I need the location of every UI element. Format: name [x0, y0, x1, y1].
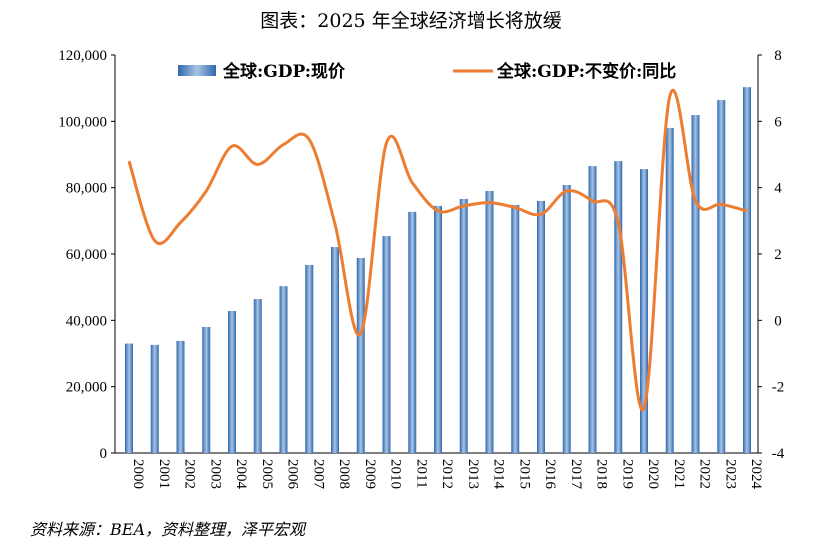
- bar-2012: [434, 205, 442, 453]
- x-tick-label: 2017: [568, 459, 584, 490]
- bar-2000: [125, 343, 133, 453]
- left-tick-label: 100,000: [58, 114, 107, 130]
- right-tick-label: 4: [774, 181, 782, 197]
- x-tick-label: 2013: [465, 459, 481, 489]
- x-tick-label: 2021: [671, 459, 687, 489]
- x-tick-label: 2001: [156, 459, 172, 489]
- growth-line: [127, 88, 748, 412]
- bar-2018: [588, 166, 597, 453]
- bar-2015: [511, 204, 520, 453]
- bar-2005: [253, 299, 262, 453]
- bar-2007: [305, 264, 314, 453]
- right-tick-label: 0: [774, 313, 782, 329]
- left-tick-label: 60,000: [66, 247, 107, 263]
- right-tick-label: 8: [774, 48, 782, 64]
- left-tick-label: 20,000: [66, 380, 107, 396]
- right-tick-label: 2: [774, 247, 782, 263]
- x-tick-label: 2003: [207, 459, 223, 489]
- bar-2008: [331, 247, 339, 453]
- bar-2016: [537, 200, 545, 453]
- bar-2006: [279, 286, 288, 453]
- source-note: 资料来源：BEA，资料整理，泽平宏观: [30, 520, 305, 539]
- bar-2022: [691, 115, 700, 453]
- x-tick-label: 2018: [594, 459, 610, 489]
- bar-2023: [717, 100, 726, 454]
- bar-2013: [459, 198, 468, 453]
- bar-2019: [614, 161, 623, 453]
- x-tick-label: 2020: [645, 459, 661, 489]
- x-tick-label: 2015: [516, 459, 532, 489]
- legend-bar-label: 全球:GDP:现价: [222, 61, 346, 82]
- x-tick-label: 2014: [491, 459, 507, 490]
- left-tick-label: 0: [100, 446, 108, 462]
- x-tick-label: 2002: [182, 459, 198, 489]
- chart-title: 图表：2025 年全球经济增长将放缓: [260, 10, 562, 32]
- bar-2003: [202, 326, 211, 453]
- bar-2002: [176, 340, 185, 453]
- x-tick-label: 2023: [722, 459, 738, 489]
- x-tick-label: 2007: [310, 459, 326, 490]
- x-tick-label: 2022: [697, 459, 713, 489]
- legend-bar-swatch: [178, 65, 216, 76]
- bar-2011: [408, 211, 417, 453]
- bar-2014: [485, 190, 494, 453]
- x-tick-label: 2000: [130, 459, 146, 489]
- x-tick-label: 2008: [336, 459, 352, 489]
- left-tick-label: 40,000: [66, 313, 107, 329]
- left-tick-label: 80,000: [66, 181, 107, 197]
- legend-line-label: 全球:GDP:不变价:同比: [496, 61, 676, 82]
- bar-2001: [150, 344, 159, 453]
- x-tick-label: 2006: [285, 459, 301, 490]
- bar-2021: [665, 127, 674, 453]
- bar-2020: [640, 169, 648, 454]
- bar-2017: [562, 185, 571, 453]
- x-tick-label: 2012: [439, 459, 455, 489]
- x-tick-label: 2019: [619, 459, 635, 489]
- right-tick-label: 6: [774, 114, 782, 130]
- x-tick-label: 2024: [748, 459, 764, 490]
- x-tick-label: 2004: [233, 459, 249, 490]
- x-tick-label: 2016: [542, 459, 558, 490]
- x-tick-label: 2009: [362, 459, 378, 489]
- right-tick-label: -4: [772, 446, 785, 462]
- bar-2009: [356, 257, 365, 453]
- left-tick-label: 120,000: [58, 48, 107, 64]
- right-tick-label: -2: [772, 380, 785, 396]
- x-tick-label: 2011: [413, 459, 429, 488]
- bar-2004: [228, 311, 236, 453]
- x-tick-label: 2005: [259, 459, 275, 489]
- bar-2024: [743, 87, 751, 454]
- bar-2010: [382, 236, 391, 453]
- x-tick-label: 2010: [388, 459, 404, 489]
